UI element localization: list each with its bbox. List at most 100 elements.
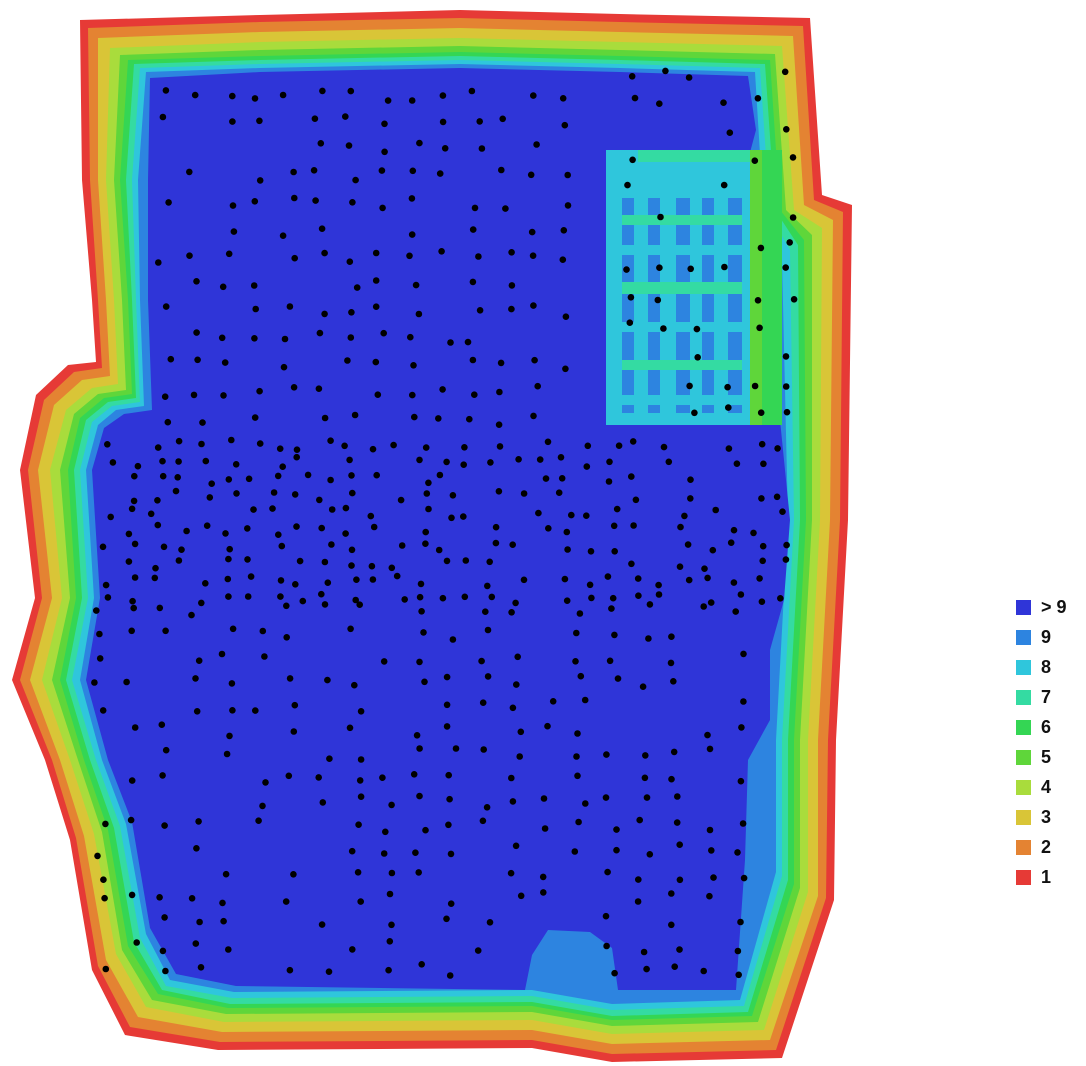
camera-marker bbox=[496, 388, 503, 396]
camera-marker bbox=[738, 724, 745, 731]
camera-marker bbox=[732, 608, 739, 615]
camera-marker bbox=[479, 817, 487, 825]
camera-marker bbox=[530, 92, 537, 99]
camera-marker bbox=[372, 277, 380, 284]
camera-marker bbox=[351, 411, 359, 419]
camera-marker bbox=[224, 575, 232, 583]
camera-marker bbox=[186, 252, 193, 259]
camera-marker bbox=[316, 329, 324, 337]
camera-marker bbox=[398, 542, 406, 549]
camera-marker bbox=[563, 597, 571, 604]
camera-marker bbox=[409, 391, 416, 399]
legend-swatch bbox=[1016, 719, 1031, 735]
camera-marker bbox=[436, 471, 444, 479]
camera-marker bbox=[626, 319, 634, 327]
camera-marker bbox=[498, 166, 505, 174]
camera-marker bbox=[483, 804, 491, 811]
camera-marker bbox=[564, 202, 572, 209]
camera-marker bbox=[102, 820, 109, 828]
camera-marker bbox=[603, 942, 610, 950]
camera-marker bbox=[269, 505, 276, 512]
camera-marker bbox=[782, 353, 790, 360]
camera-marker bbox=[279, 232, 287, 239]
camera-marker bbox=[686, 382, 693, 390]
camera-marker bbox=[446, 972, 454, 979]
camera-marker bbox=[641, 774, 649, 782]
camera-marker bbox=[380, 329, 388, 337]
camera-marker bbox=[134, 462, 142, 470]
camera-marker bbox=[324, 579, 332, 586]
camera-marker bbox=[535, 509, 542, 517]
camera-marker bbox=[558, 475, 566, 482]
camera-marker bbox=[642, 752, 649, 759]
camera-marker bbox=[159, 472, 167, 480]
camera-marker bbox=[737, 777, 745, 785]
camera-marker bbox=[759, 557, 766, 565]
legend-label: > 9 bbox=[1041, 596, 1067, 617]
camera-marker bbox=[102, 581, 110, 589]
camera-marker bbox=[468, 87, 476, 95]
camera-marker bbox=[751, 382, 759, 390]
camera-marker bbox=[461, 593, 469, 601]
camera-marker bbox=[668, 890, 675, 897]
camera-marker bbox=[602, 912, 610, 920]
camera-marker bbox=[654, 296, 662, 304]
camera-marker bbox=[159, 947, 167, 955]
camera-marker bbox=[193, 278, 200, 285]
camera-marker bbox=[425, 505, 432, 513]
camera-marker bbox=[348, 546, 356, 554]
legend-item: 2 bbox=[1016, 837, 1082, 857]
camera-marker bbox=[152, 564, 159, 572]
camera-marker bbox=[495, 488, 503, 495]
camera-marker bbox=[162, 87, 170, 94]
camera-marker bbox=[229, 118, 236, 125]
camera-marker bbox=[751, 157, 759, 164]
camera-marker bbox=[707, 599, 715, 606]
camera-positions bbox=[91, 67, 798, 979]
camera-marker bbox=[509, 798, 517, 805]
camera-marker bbox=[720, 181, 728, 189]
camera-marker bbox=[290, 871, 297, 878]
camera-marker bbox=[128, 505, 136, 513]
camera-marker bbox=[710, 874, 717, 881]
camera-marker bbox=[353, 284, 361, 291]
camera-marker bbox=[706, 892, 713, 900]
camera-marker bbox=[380, 658, 388, 665]
camera-marker bbox=[319, 799, 327, 806]
camera-marker bbox=[259, 627, 267, 635]
camera-marker bbox=[528, 228, 536, 236]
camera-marker bbox=[147, 510, 155, 518]
camera-marker bbox=[156, 894, 163, 901]
camera-marker bbox=[194, 356, 201, 364]
camera-marker bbox=[131, 540, 139, 548]
camera-marker bbox=[232, 461, 240, 468]
legend-item: 5 bbox=[1016, 747, 1082, 767]
camera-marker bbox=[704, 574, 711, 582]
camera-marker bbox=[175, 557, 183, 564]
camera-marker bbox=[230, 228, 238, 235]
camera-marker bbox=[540, 889, 547, 896]
camera-marker bbox=[439, 92, 447, 99]
camera-marker bbox=[733, 460, 741, 468]
grid-area bbox=[606, 150, 782, 425]
camera-marker bbox=[486, 919, 494, 926]
camera-marker bbox=[159, 772, 166, 779]
camera-marker bbox=[643, 794, 651, 801]
camera-marker bbox=[486, 558, 494, 566]
camera-marker bbox=[734, 947, 742, 955]
camera-marker bbox=[445, 771, 453, 779]
camera-marker bbox=[368, 562, 376, 570]
camera-marker bbox=[293, 446, 301, 454]
camera-marker bbox=[183, 527, 190, 535]
camera-marker bbox=[283, 602, 290, 610]
camera-marker bbox=[197, 964, 205, 971]
camera-marker bbox=[630, 522, 637, 529]
camera-marker bbox=[656, 100, 663, 107]
camera-marker bbox=[568, 511, 575, 519]
camera-marker bbox=[277, 577, 285, 584]
camera-marker bbox=[131, 472, 138, 480]
camera-marker bbox=[225, 250, 233, 258]
camera-marker bbox=[496, 443, 504, 450]
camera-marker bbox=[564, 171, 571, 179]
camera-marker bbox=[352, 176, 359, 184]
